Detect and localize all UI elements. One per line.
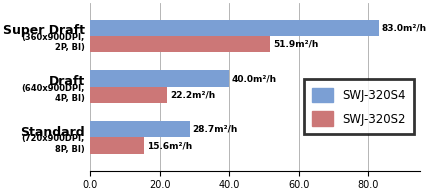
- Text: 83.0m²/h: 83.0m²/h: [381, 23, 426, 32]
- Bar: [90, 137, 144, 154]
- Text: 28.7m²/h: 28.7m²/h: [193, 125, 238, 134]
- Text: (360x900DPI,
2P, BI): (360x900DPI, 2P, BI): [21, 33, 85, 52]
- Text: Super Draft: Super Draft: [3, 24, 85, 37]
- Bar: [90, 70, 229, 87]
- Bar: [90, 121, 190, 137]
- Text: 40.0m²/h: 40.0m²/h: [232, 74, 277, 83]
- Text: (720x900DPI,
8P, BI): (720x900DPI, 8P, BI): [21, 134, 85, 154]
- Bar: [90, 19, 378, 36]
- Text: Standard: Standard: [20, 126, 85, 139]
- Text: Draft: Draft: [48, 75, 85, 88]
- Text: 22.2m²/h: 22.2m²/h: [170, 90, 215, 99]
- Legend: SWJ-320S4, SWJ-320S2: SWJ-320S4, SWJ-320S2: [304, 79, 414, 134]
- Text: 15.6m²/h: 15.6m²/h: [147, 141, 192, 150]
- Text: 51.9m²/h: 51.9m²/h: [273, 39, 319, 48]
- Text: (640x900DPI,
4P, BI): (640x900DPI, 4P, BI): [21, 84, 85, 103]
- Bar: [90, 87, 167, 103]
- Bar: [90, 36, 270, 52]
